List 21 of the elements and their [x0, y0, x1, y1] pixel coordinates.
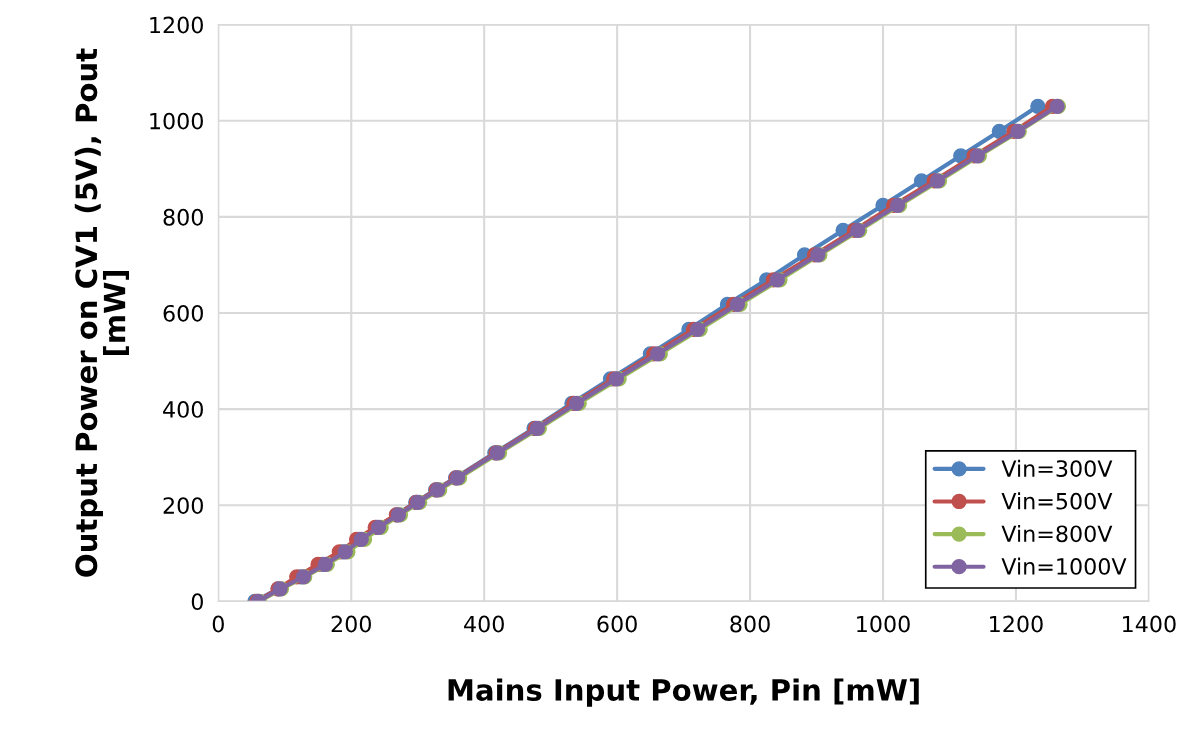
y-tick-label: 600	[163, 304, 203, 322]
x-tick-label: 800	[730, 615, 770, 633]
x-axis-title: Mains Input Power, Pin [mW]	[448, 678, 919, 707]
y-tick-label: 1200	[150, 16, 203, 34]
x-tick-label: 1400	[1123, 615, 1176, 633]
x-tick-label: 600	[597, 615, 637, 633]
y-axis-title: Output Power on CV1 (5V), Pout [mW]	[74, 48, 129, 577]
y-tick-label: 1000	[150, 112, 203, 130]
legend-label: Vin=1000V	[1001, 557, 1127, 575]
y-tick-label: 200	[163, 497, 203, 514]
legend-label: Vin=300V	[1001, 459, 1113, 477]
legend-label: Vin=800V	[1001, 524, 1113, 543]
legend-label: Vin=500V	[1001, 492, 1113, 510]
x-tick-label: 0	[212, 615, 224, 633]
x-tick-label: 1200	[990, 615, 1043, 633]
y-tick-label: 800	[163, 208, 203, 226]
y-tick-label: 400	[163, 401, 203, 418]
x-tick-label: 1000	[857, 615, 910, 633]
x-tick-label: 200	[331, 615, 371, 633]
x-tick-label: 400	[464, 615, 504, 633]
y-tick-label: 0	[191, 593, 203, 611]
